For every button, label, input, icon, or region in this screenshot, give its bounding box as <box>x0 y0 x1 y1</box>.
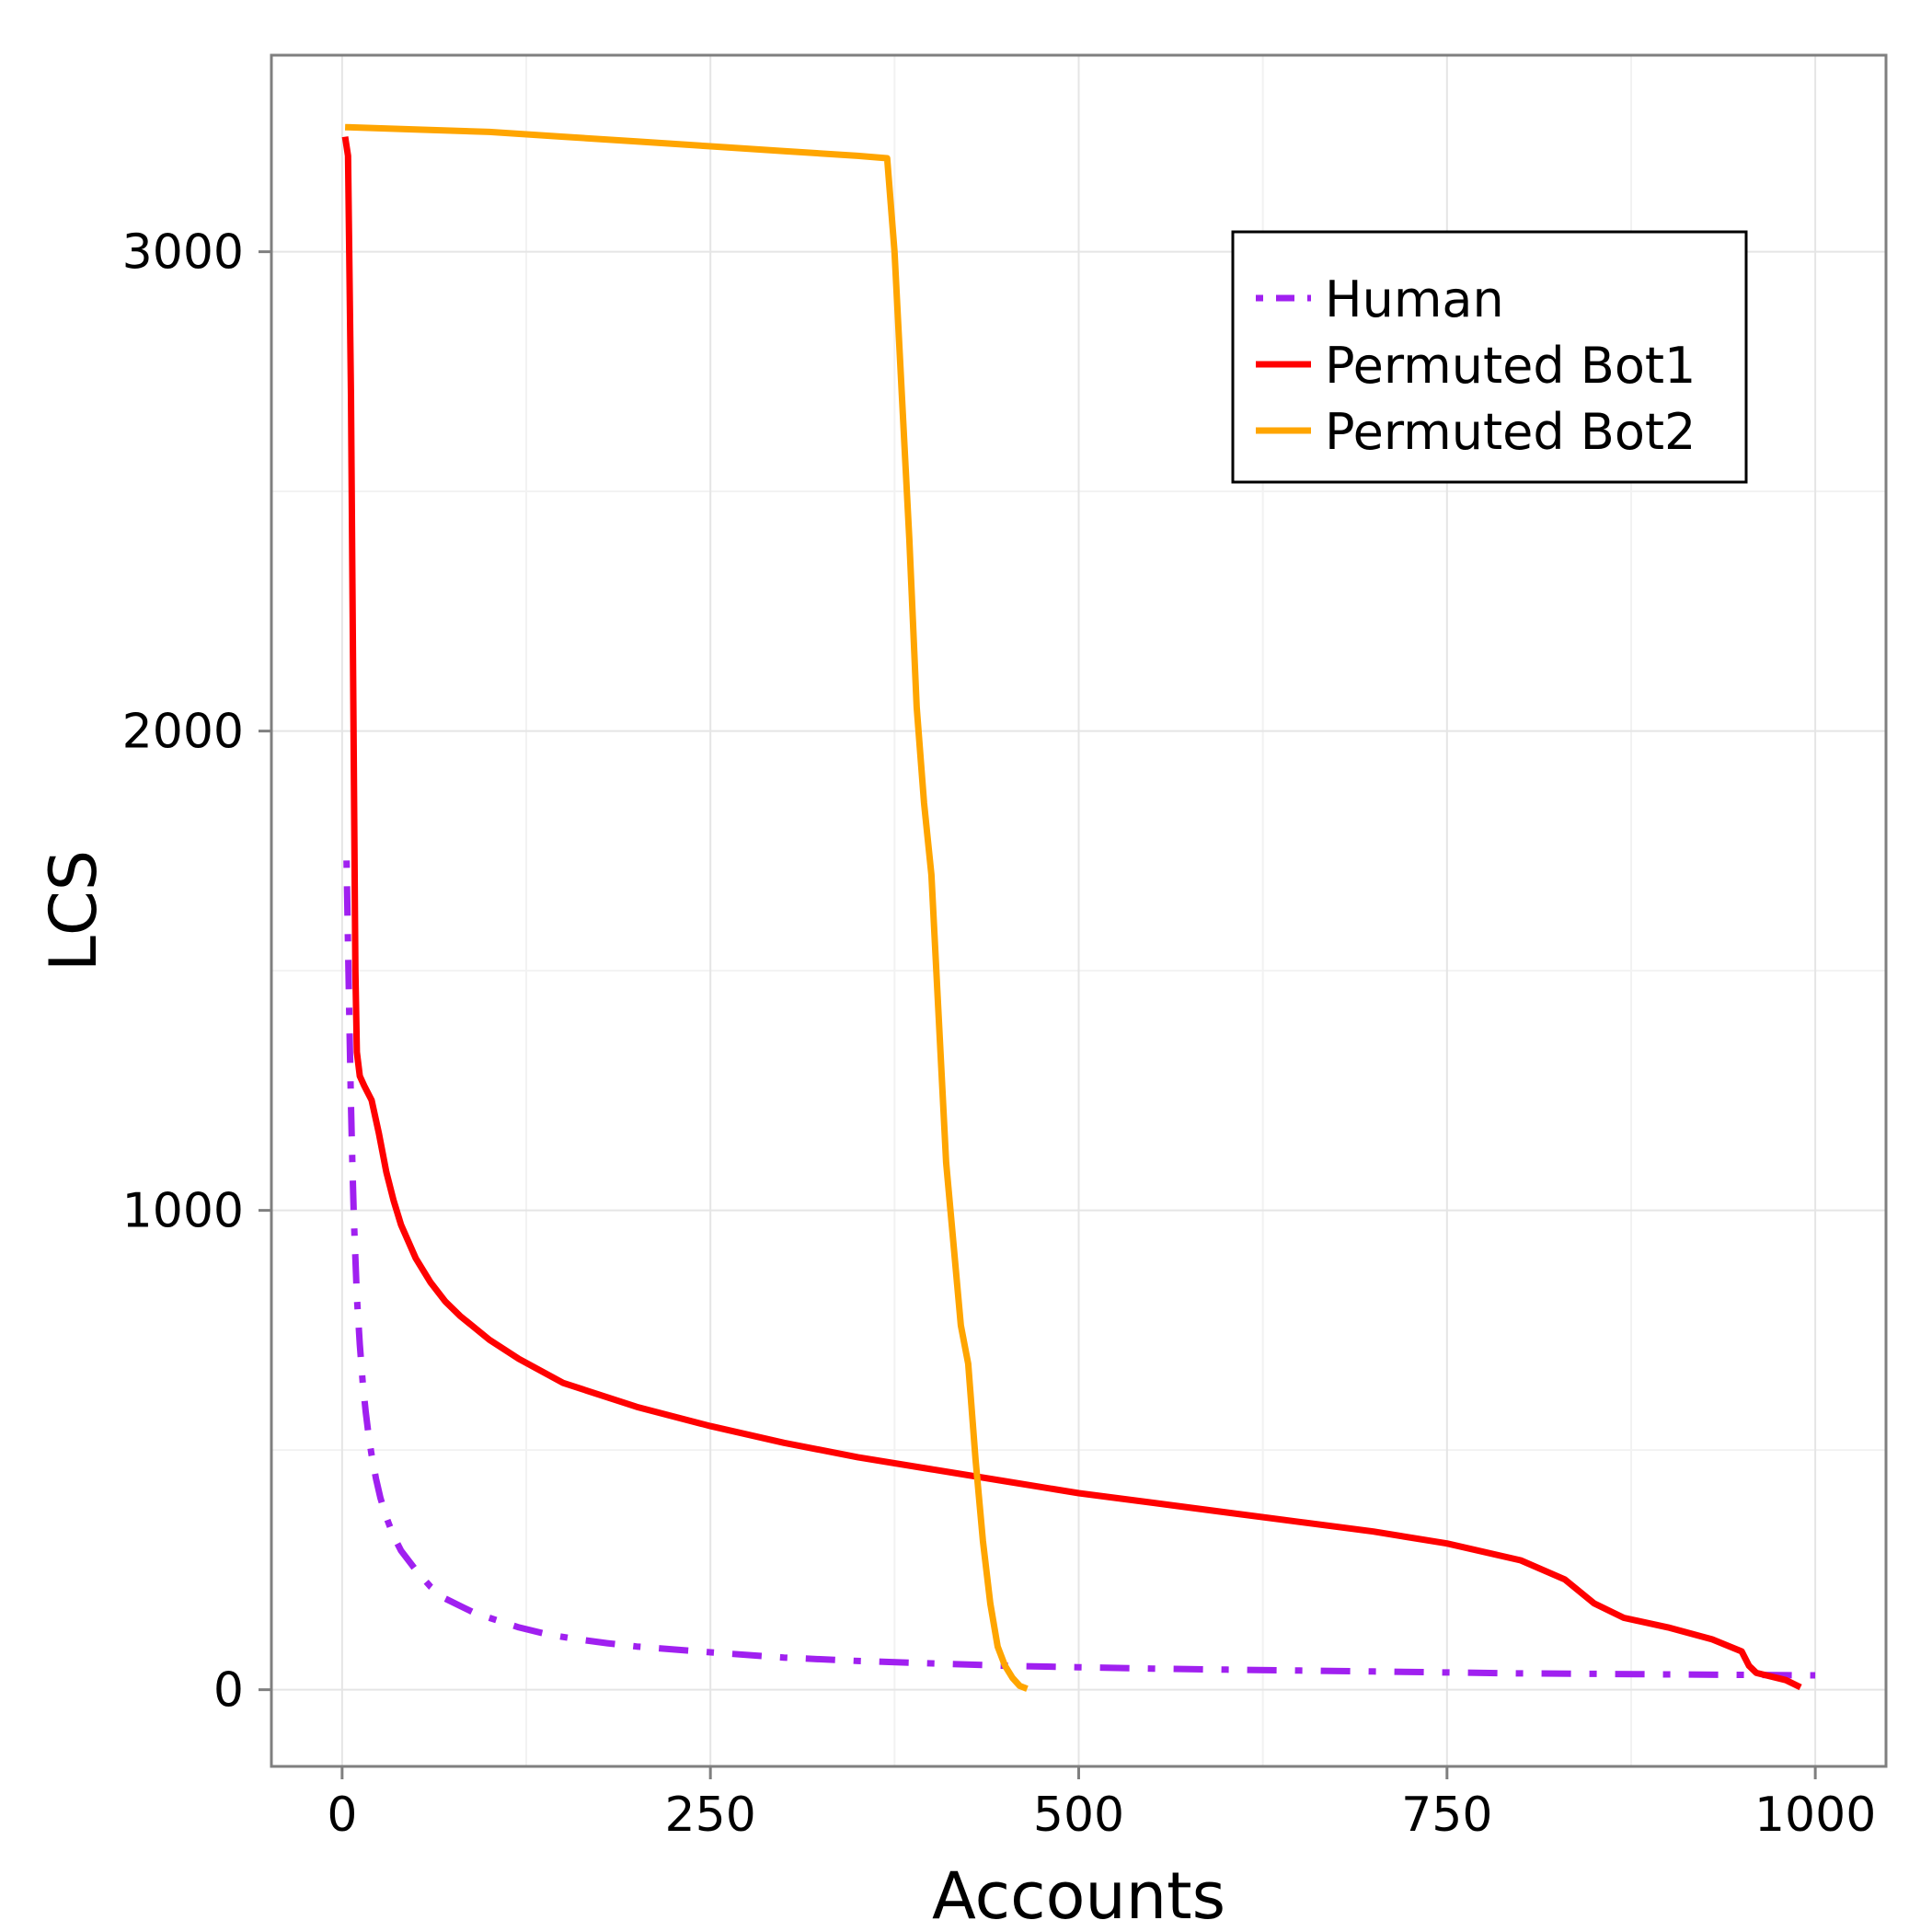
legend-label-human: Human <box>1325 270 1504 328</box>
y-tick-label: 0 <box>213 1663 244 1719</box>
y-tick-label: 3000 <box>122 225 244 281</box>
x-tick-label: 250 <box>665 1788 756 1843</box>
x-tick-label: 750 <box>1401 1788 1492 1843</box>
y-axis-title: LCS <box>36 850 111 972</box>
x-tick-label: 0 <box>327 1788 357 1843</box>
series-line-permuted-bot1 <box>341 136 1802 1691</box>
legend: Human Permuted Bot1 Permuted Bot2 <box>1231 230 1748 484</box>
y-tick-label: 2000 <box>122 705 244 760</box>
x-tick-label: 500 <box>1033 1788 1124 1843</box>
legend-label-permuted-bot1: Permuted Bot1 <box>1325 337 1696 395</box>
series-line-human <box>343 860 1816 1679</box>
major-gridlines <box>271 55 1886 1766</box>
legend-box <box>1231 230 1748 484</box>
x-axis-title: Accounts <box>932 1858 1225 1932</box>
series-line-permuted-bot2 <box>344 123 1029 1692</box>
y-tick-label: 1000 <box>122 1184 244 1239</box>
series-layer <box>341 123 1816 1692</box>
x-tick-label: 1000 <box>1754 1788 1876 1843</box>
y-axis-ticks: 0 1000 2000 3000 <box>122 225 271 1719</box>
legend-label-permuted-bot2: Permuted Bot2 <box>1325 403 1696 461</box>
x-axis-ticks: 0 250 500 750 1000 <box>327 1766 1876 1843</box>
